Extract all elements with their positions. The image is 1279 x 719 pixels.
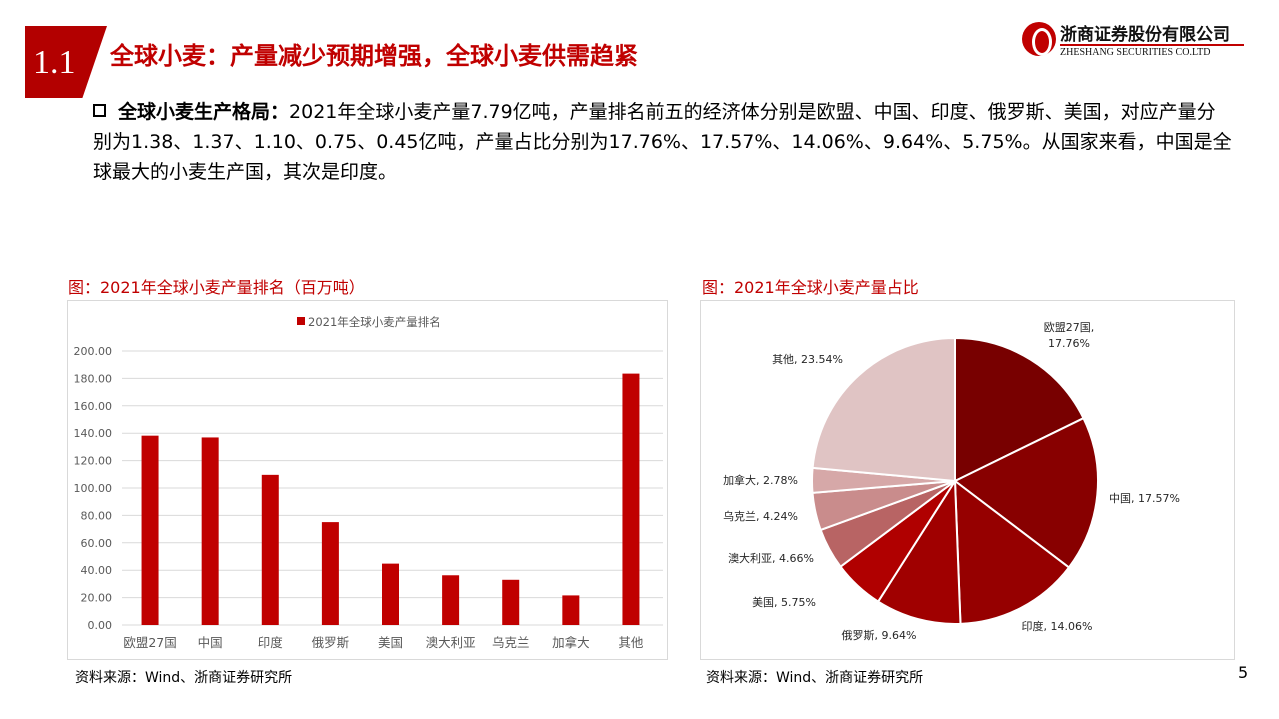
- bar-chart-caption: 图：2021年全球小麦产量排名（百万吨）: [68, 278, 365, 297]
- legend-label: 2021年全球小麦产量排名: [308, 315, 441, 329]
- y-tick-label: 180.00: [74, 372, 113, 385]
- slice-label: 乌克兰, 4.24%: [723, 509, 798, 523]
- slice-label: 美国, 5.75%: [752, 596, 816, 609]
- x-tick-label: 美国: [378, 635, 403, 650]
- y-tick-label: 140.00: [74, 427, 113, 440]
- y-tick-label: 100.00: [74, 482, 113, 495]
- bar: [141, 435, 159, 625]
- bar: [201, 437, 219, 625]
- slice-label: 印度, 14.06%: [1022, 619, 1093, 633]
- slice-value: 17.76%: [1048, 337, 1090, 350]
- slice-label: 中国, 17.57%: [1109, 492, 1180, 505]
- x-tick-label: 澳大利亚: [426, 635, 476, 650]
- bullet-paragraph: 全球小麦生产格局：2021年全球小麦产量7.79亿吨，产量排名前五的经济体分别是…: [93, 97, 1233, 187]
- x-tick-label: 乌克兰: [492, 635, 530, 650]
- y-tick-label: 160.00: [74, 400, 113, 413]
- bar: [622, 373, 640, 625]
- legend-swatch: [297, 317, 305, 325]
- section-badge: 1.1: [25, 26, 107, 98]
- bullet-square-icon: [93, 104, 106, 117]
- slice-label: 加拿大, 2.78%: [723, 473, 798, 487]
- bar: [442, 575, 460, 625]
- bullet-lead: 全球小麦生产格局：: [118, 101, 290, 123]
- x-tick-label: 中国: [198, 635, 223, 650]
- slice-label: 其他, 23.54%: [772, 353, 843, 366]
- pie-chart-caption: 图：2021年全球小麦产量占比: [702, 278, 919, 297]
- x-tick-label: 其他: [618, 635, 644, 650]
- logo-en: ZHESHANG SECURITIES CO.LTD: [1060, 47, 1211, 58]
- company-logo: 浙商证券股份有限公司 ZHESHANG SECURITIES CO.LTD: [1022, 20, 1252, 60]
- pie-slice: [953, 478, 1071, 625]
- pie-source: 资料来源：Wind、浙商证券研究所: [706, 670, 924, 686]
- bar: [321, 522, 339, 625]
- slice-label: 欧盟27国,: [1044, 321, 1095, 334]
- pie-slice: [876, 477, 962, 625]
- page-number: 5: [1238, 663, 1249, 682]
- logo-icon: [1022, 22, 1056, 56]
- y-tick-label: 20.00: [81, 592, 113, 605]
- y-tick-label: 80.00: [81, 509, 113, 522]
- y-tick-label: 40.00: [81, 564, 113, 577]
- pie-slice: [954, 336, 1085, 483]
- slice-label: 澳大利亚, 4.66%: [728, 551, 814, 565]
- pie-chart: 欧盟27国, 17.76% 中国, 17.57% 印度, 14.06% 俄罗斯, 9.6…: [723, 321, 1180, 642]
- bar: [382, 563, 399, 625]
- bar: [261, 474, 279, 625]
- x-tick-label: 加拿大: [552, 635, 590, 650]
- bar-source: 资料来源：Wind、浙商证券研究所: [75, 670, 293, 686]
- bullet-text: 2021年全球小麦产量7.79亿吨，产量排名前五的经济体分别是欧盟、中国、印度、…: [93, 101, 1232, 183]
- x-tick-label: 印度: [258, 635, 284, 650]
- page-title: 全球小麦：产量减少预期增强，全球小麦供需趋紧: [110, 42, 638, 70]
- pie-slice: [953, 416, 1099, 569]
- y-tick-label: 200.00: [74, 345, 113, 358]
- logo-cn: 浙商证券股份有限公司: [1060, 25, 1230, 45]
- pie-slice: [811, 336, 956, 483]
- y-tick-label: 0.00: [88, 619, 113, 632]
- y-tick-label: 60.00: [81, 537, 113, 550]
- bar: [502, 579, 520, 625]
- bar-chart-box: 0.00 20.00 40.00 60.00 80.00 100.00 120.00 140.…: [67, 300, 668, 660]
- x-tick-label: 俄罗斯: [312, 635, 350, 650]
- x-tick-label: 欧盟27国: [123, 635, 176, 650]
- bar-chart: 0.00 20.00 40.00 60.00 80.00 100.00 120.00 140.…: [74, 315, 663, 650]
- y-tick-label: 120.00: [74, 455, 113, 468]
- slice-label: 俄罗斯, 9.64%: [842, 629, 917, 642]
- pie-chart-box: 欧盟27国, 17.76% 中国, 17.57% 印度, 14.06% 俄罗斯, 9.6…: [700, 300, 1235, 660]
- section-number: 1.1: [33, 44, 76, 81]
- logo-divider: [1060, 44, 1244, 46]
- bar: [562, 595, 580, 625]
